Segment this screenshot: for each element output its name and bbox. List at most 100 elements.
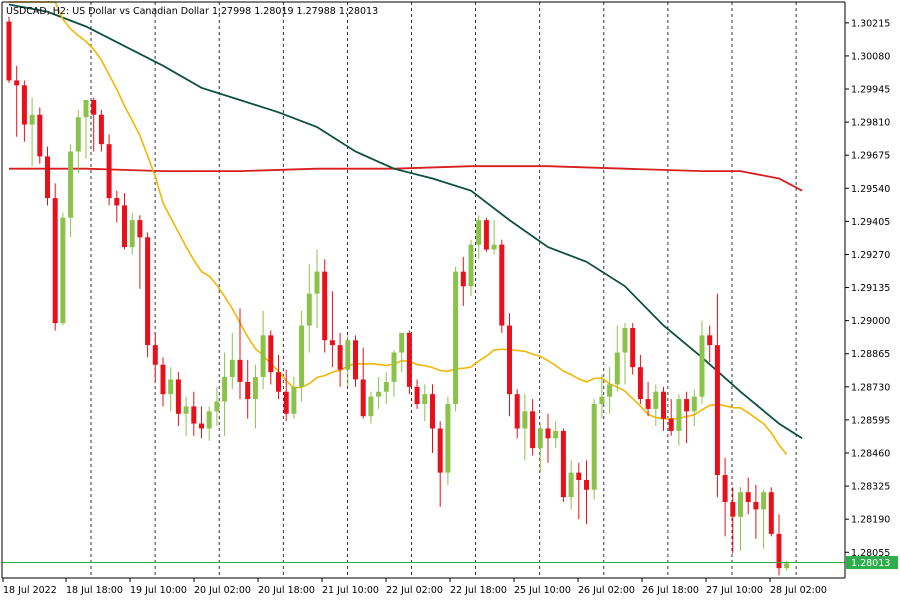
header-ohlc: 1.27998 1.28019 1.27988 1.28013: [212, 6, 378, 17]
candle: [245, 359, 251, 419]
candle-body: [530, 411, 536, 449]
y-tick-label: 1.29540: [851, 184, 890, 195]
candle-body: [722, 475, 728, 503]
candle-body: [222, 377, 228, 402]
candle: [761, 489, 767, 549]
candle-body: [768, 492, 774, 534]
candle-body: [329, 340, 335, 346]
candle-body: [522, 411, 528, 429]
candle-body: [245, 381, 251, 400]
candle-body: [514, 394, 520, 429]
candle: [714, 293, 720, 498]
chart-frame: [1, 1, 846, 579]
candle: [514, 389, 520, 439]
candle-body: [614, 352, 620, 385]
candle: [445, 396, 451, 485]
candle-body: [83, 100, 89, 118]
candle: [291, 377, 297, 419]
header-symbol: USDCAD, H2:: [6, 6, 72, 17]
ma-series-fast: [9, 1, 788, 456]
y-tick-label: 1.30215: [851, 18, 890, 29]
candle: [37, 107, 43, 164]
candle-body: [691, 396, 697, 412]
candle-body: [599, 396, 605, 404]
candle: [491, 220, 497, 255]
candle: [522, 394, 528, 461]
x-tick-label: 20 Jul 18:00: [258, 585, 315, 596]
y-tick-label: 1.29270: [851, 250, 890, 261]
current-price-tag-label: 1.28013: [851, 558, 890, 569]
candle: [106, 134, 112, 206]
candle-body: [699, 335, 705, 397]
candle: [68, 144, 74, 238]
y-tick-label: 1.28460: [851, 448, 890, 459]
candle: [137, 215, 143, 289]
candle: [476, 215, 482, 260]
x-tick-label: 18 Jul 18:00: [66, 585, 123, 596]
candle-body: [483, 220, 489, 250]
candle: [645, 381, 651, 417]
candle: [730, 487, 736, 554]
candle-body: [75, 117, 81, 152]
candle: [329, 291, 335, 368]
candle-body: [676, 399, 682, 431]
candle-body: [276, 372, 281, 392]
candle-body: [314, 271, 320, 294]
candle: [560, 428, 566, 503]
candle: [60, 212, 66, 326]
candle: [122, 193, 127, 250]
ma-series-1: [9, 165, 803, 192]
x-tick-label: 26 Jul 18:00: [642, 585, 699, 596]
y-tick-label: 1.28865: [851, 349, 890, 360]
candle: [229, 332, 235, 390]
candle-body: [229, 359, 235, 378]
y-tick-label: 1.29000: [851, 316, 890, 327]
candle-body: [761, 492, 767, 510]
candle: [283, 369, 289, 422]
candle: [268, 330, 274, 385]
candle-body: [422, 394, 428, 404]
candle: [160, 357, 166, 407]
candle-body: [206, 411, 212, 429]
candles: [6, 16, 790, 576]
candle: [607, 367, 613, 414]
candle: [91, 97, 97, 152]
candle: [276, 354, 281, 400]
candle-body: [199, 423, 204, 429]
candle: [768, 487, 774, 537]
candle: [29, 97, 35, 167]
candle-body: [60, 217, 66, 324]
candle: [668, 399, 674, 436]
candle-body: [537, 428, 543, 449]
candle-body: [91, 100, 97, 115]
candle-body: [568, 472, 574, 498]
candle-body: [668, 418, 674, 431]
candle: [707, 325, 713, 363]
candle: [152, 332, 158, 382]
candle-body: [560, 430, 566, 498]
candle-body: [306, 293, 312, 326]
candle: [353, 335, 358, 387]
candle-body: [391, 352, 397, 382]
candle-body: [684, 399, 690, 412]
current-price-tag-bg: [846, 556, 898, 570]
x-tick-label: 19 Jul 10:00: [130, 585, 187, 596]
candle: [545, 413, 551, 463]
y-tick-label: 1.28190: [851, 515, 890, 526]
candle-body: [645, 399, 651, 409]
candle: [45, 146, 50, 206]
y-tick-label: 1.29945: [851, 85, 890, 96]
candle: [530, 399, 536, 456]
candle: [376, 377, 382, 409]
candle-body: [175, 379, 181, 414]
candle-body: [607, 384, 613, 397]
candle-body: [545, 428, 551, 439]
chart-header: USDCAD, H2: US Dollar vs Canadian Dollar…: [6, 6, 378, 17]
x-tick-label: 18 Jul 2022: [3, 585, 57, 596]
candle-body: [745, 492, 751, 503]
candle-body: [730, 502, 736, 517]
candle-body: [183, 406, 189, 414]
y-tick-label: 1.29135: [851, 283, 890, 294]
